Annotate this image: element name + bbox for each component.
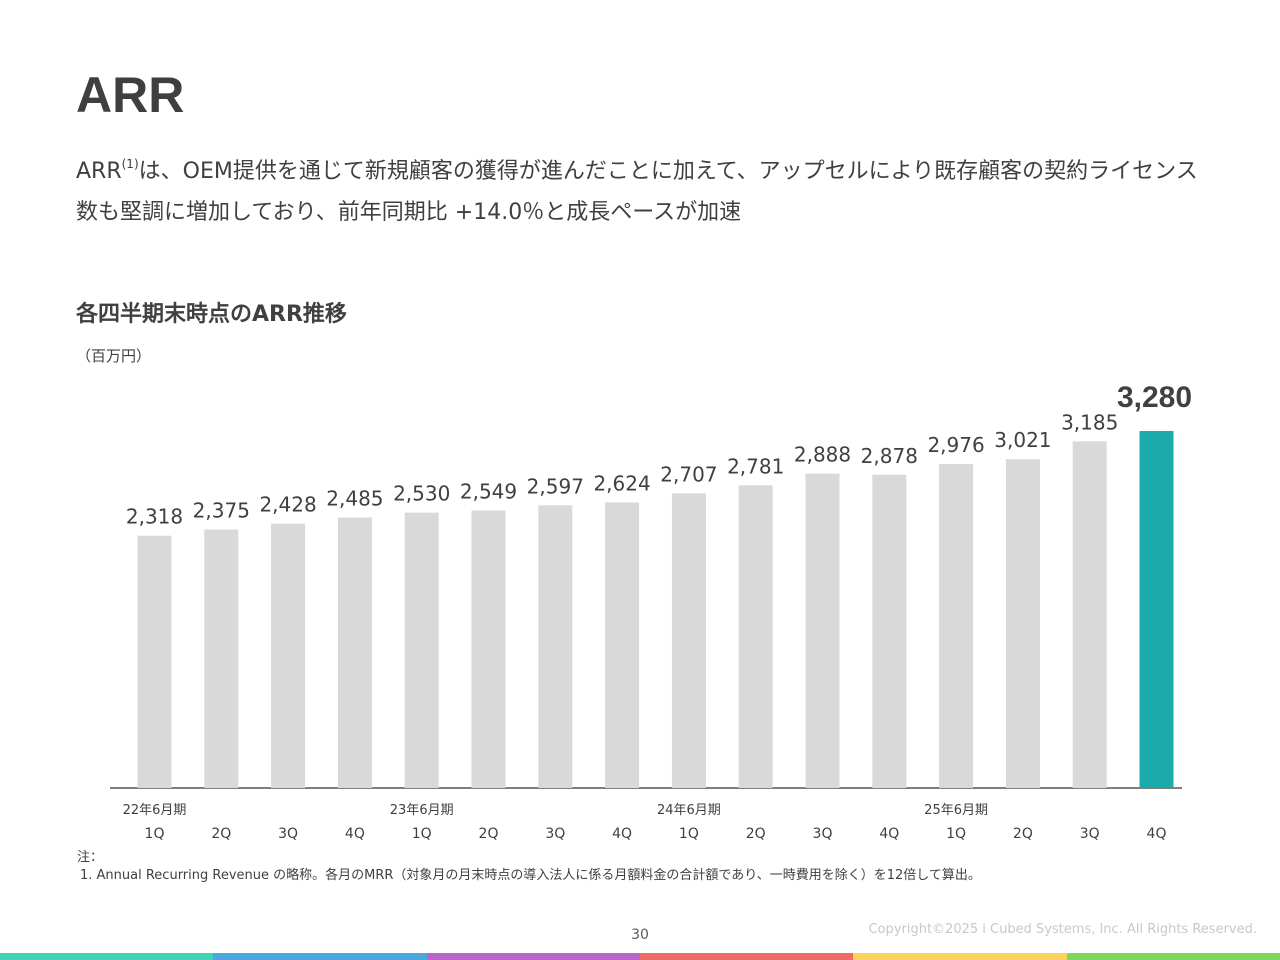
x-tick-label: 4Q xyxy=(612,826,632,842)
x-tick-label: 4Q xyxy=(879,826,899,842)
bottom-color-bar xyxy=(0,953,1280,960)
bar-value-label: 3,021 xyxy=(994,428,1051,452)
color-bar-segment xyxy=(426,953,640,960)
bar-value-label: 2,888 xyxy=(794,443,851,467)
bar xyxy=(805,473,840,788)
footnote-ref: (1) xyxy=(121,157,139,171)
lead-prefix: ARR xyxy=(76,159,122,184)
bar-highlight xyxy=(1139,431,1174,788)
bar xyxy=(738,485,773,788)
bar-value-label: 2,624 xyxy=(593,471,650,495)
bar xyxy=(137,535,172,788)
bar xyxy=(471,510,506,788)
x-tick-label: 2Q xyxy=(746,826,766,842)
arr-bar-chart: 2,318 1Q 2,375 2Q 2,428 3Q 2,485 4Q 2,530 1Q 2,549… xyxy=(110,381,1192,842)
bar xyxy=(939,464,974,788)
color-bar-segment xyxy=(213,953,427,960)
copyright: Copyright©2025 i Cubed Systems, Inc. All… xyxy=(868,922,1257,937)
color-bar-segment xyxy=(853,953,1067,960)
bar xyxy=(605,502,640,788)
bar-value-label: 2,976 xyxy=(927,433,984,457)
bar-value-label: 2,781 xyxy=(727,454,784,478)
page-title: ARR xyxy=(76,67,185,123)
x-tick-label: 3Q xyxy=(1080,826,1100,842)
x-tick-label: 1Q xyxy=(679,826,699,842)
bar xyxy=(538,505,573,788)
color-bar-segment xyxy=(639,953,854,960)
bar-value-label: 2,878 xyxy=(861,444,918,468)
chart-unit-label: （百万円） xyxy=(76,347,152,365)
bar-value-label: 2,549 xyxy=(460,480,517,504)
x-tick-label: 4Q xyxy=(1147,826,1167,842)
bar-value-label: 2,375 xyxy=(193,499,250,523)
lead-body: は、OEM提供を通じて新規顧客の獲得が進んだことに加えて、アップセルにより既存顧… xyxy=(76,159,1198,225)
bar-value-label: 2,530 xyxy=(393,482,450,506)
bar-value-label: 3,280 xyxy=(1117,381,1192,414)
x-tick-label: 3Q xyxy=(278,826,298,842)
bar xyxy=(204,529,239,788)
bar xyxy=(1005,459,1040,788)
bar-value-label: 2,485 xyxy=(326,487,383,511)
fiscal-year-label: 24年6月期 xyxy=(657,803,721,818)
bar xyxy=(1072,441,1107,788)
x-tick-label: 2Q xyxy=(479,826,499,842)
chart-title: 各四半期末時点のARR推移 xyxy=(76,302,347,327)
note-header: 注： xyxy=(77,850,104,865)
fiscal-year-label: 22年6月期 xyxy=(123,803,187,818)
bar-value-label: 2,597 xyxy=(527,474,584,498)
footnotes: 注： 1. Annual Recurring Revenue の略称。各月のMR… xyxy=(77,849,981,885)
bar-value-label: 2,707 xyxy=(660,462,717,486)
lead-text: ARR(1)は、OEM提供を通じて新規顧客の獲得が進んだことに加えて、アップセル… xyxy=(76,144,1206,233)
page-number: 30 xyxy=(631,927,649,943)
bar xyxy=(271,523,306,788)
x-tick-label: 2Q xyxy=(211,826,231,842)
color-bar-segment xyxy=(1066,953,1280,960)
bar xyxy=(872,474,907,788)
fiscal-year-label: 23年6月期 xyxy=(390,803,454,818)
x-tick-label: 4Q xyxy=(345,826,365,842)
bar-value-label: 2,428 xyxy=(259,493,316,517)
x-tick-label: 3Q xyxy=(813,826,833,842)
fiscal-year-label: 25年6月期 xyxy=(924,803,988,818)
x-tick-label: 3Q xyxy=(545,826,565,842)
bar xyxy=(337,517,372,788)
bar xyxy=(671,493,706,788)
x-tick-label: 1Q xyxy=(145,826,165,842)
x-tick-label: 2Q xyxy=(1013,826,1033,842)
bar-value-label: 2,318 xyxy=(126,505,183,529)
x-tick-label: 1Q xyxy=(946,826,966,842)
note-1: 1. Annual Recurring Revenue の略称。各月のMRR（対… xyxy=(80,868,981,883)
bar xyxy=(404,512,439,788)
x-tick-label: 1Q xyxy=(412,826,432,842)
color-bar-segment xyxy=(0,953,214,960)
bar-value-label: 3,185 xyxy=(1061,410,1118,434)
